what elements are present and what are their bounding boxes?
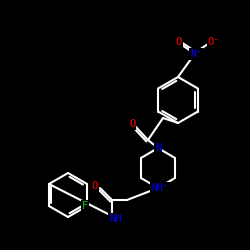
Text: O: O	[129, 119, 135, 129]
Text: N⁺: N⁺	[190, 49, 202, 59]
Text: O⁻: O⁻	[208, 37, 220, 47]
Text: O: O	[92, 181, 98, 191]
Text: NH⁺: NH⁺	[151, 183, 169, 193]
Text: NH: NH	[109, 214, 121, 224]
Text: N: N	[155, 143, 161, 153]
Text: O: O	[176, 37, 182, 47]
Text: F: F	[82, 201, 88, 211]
